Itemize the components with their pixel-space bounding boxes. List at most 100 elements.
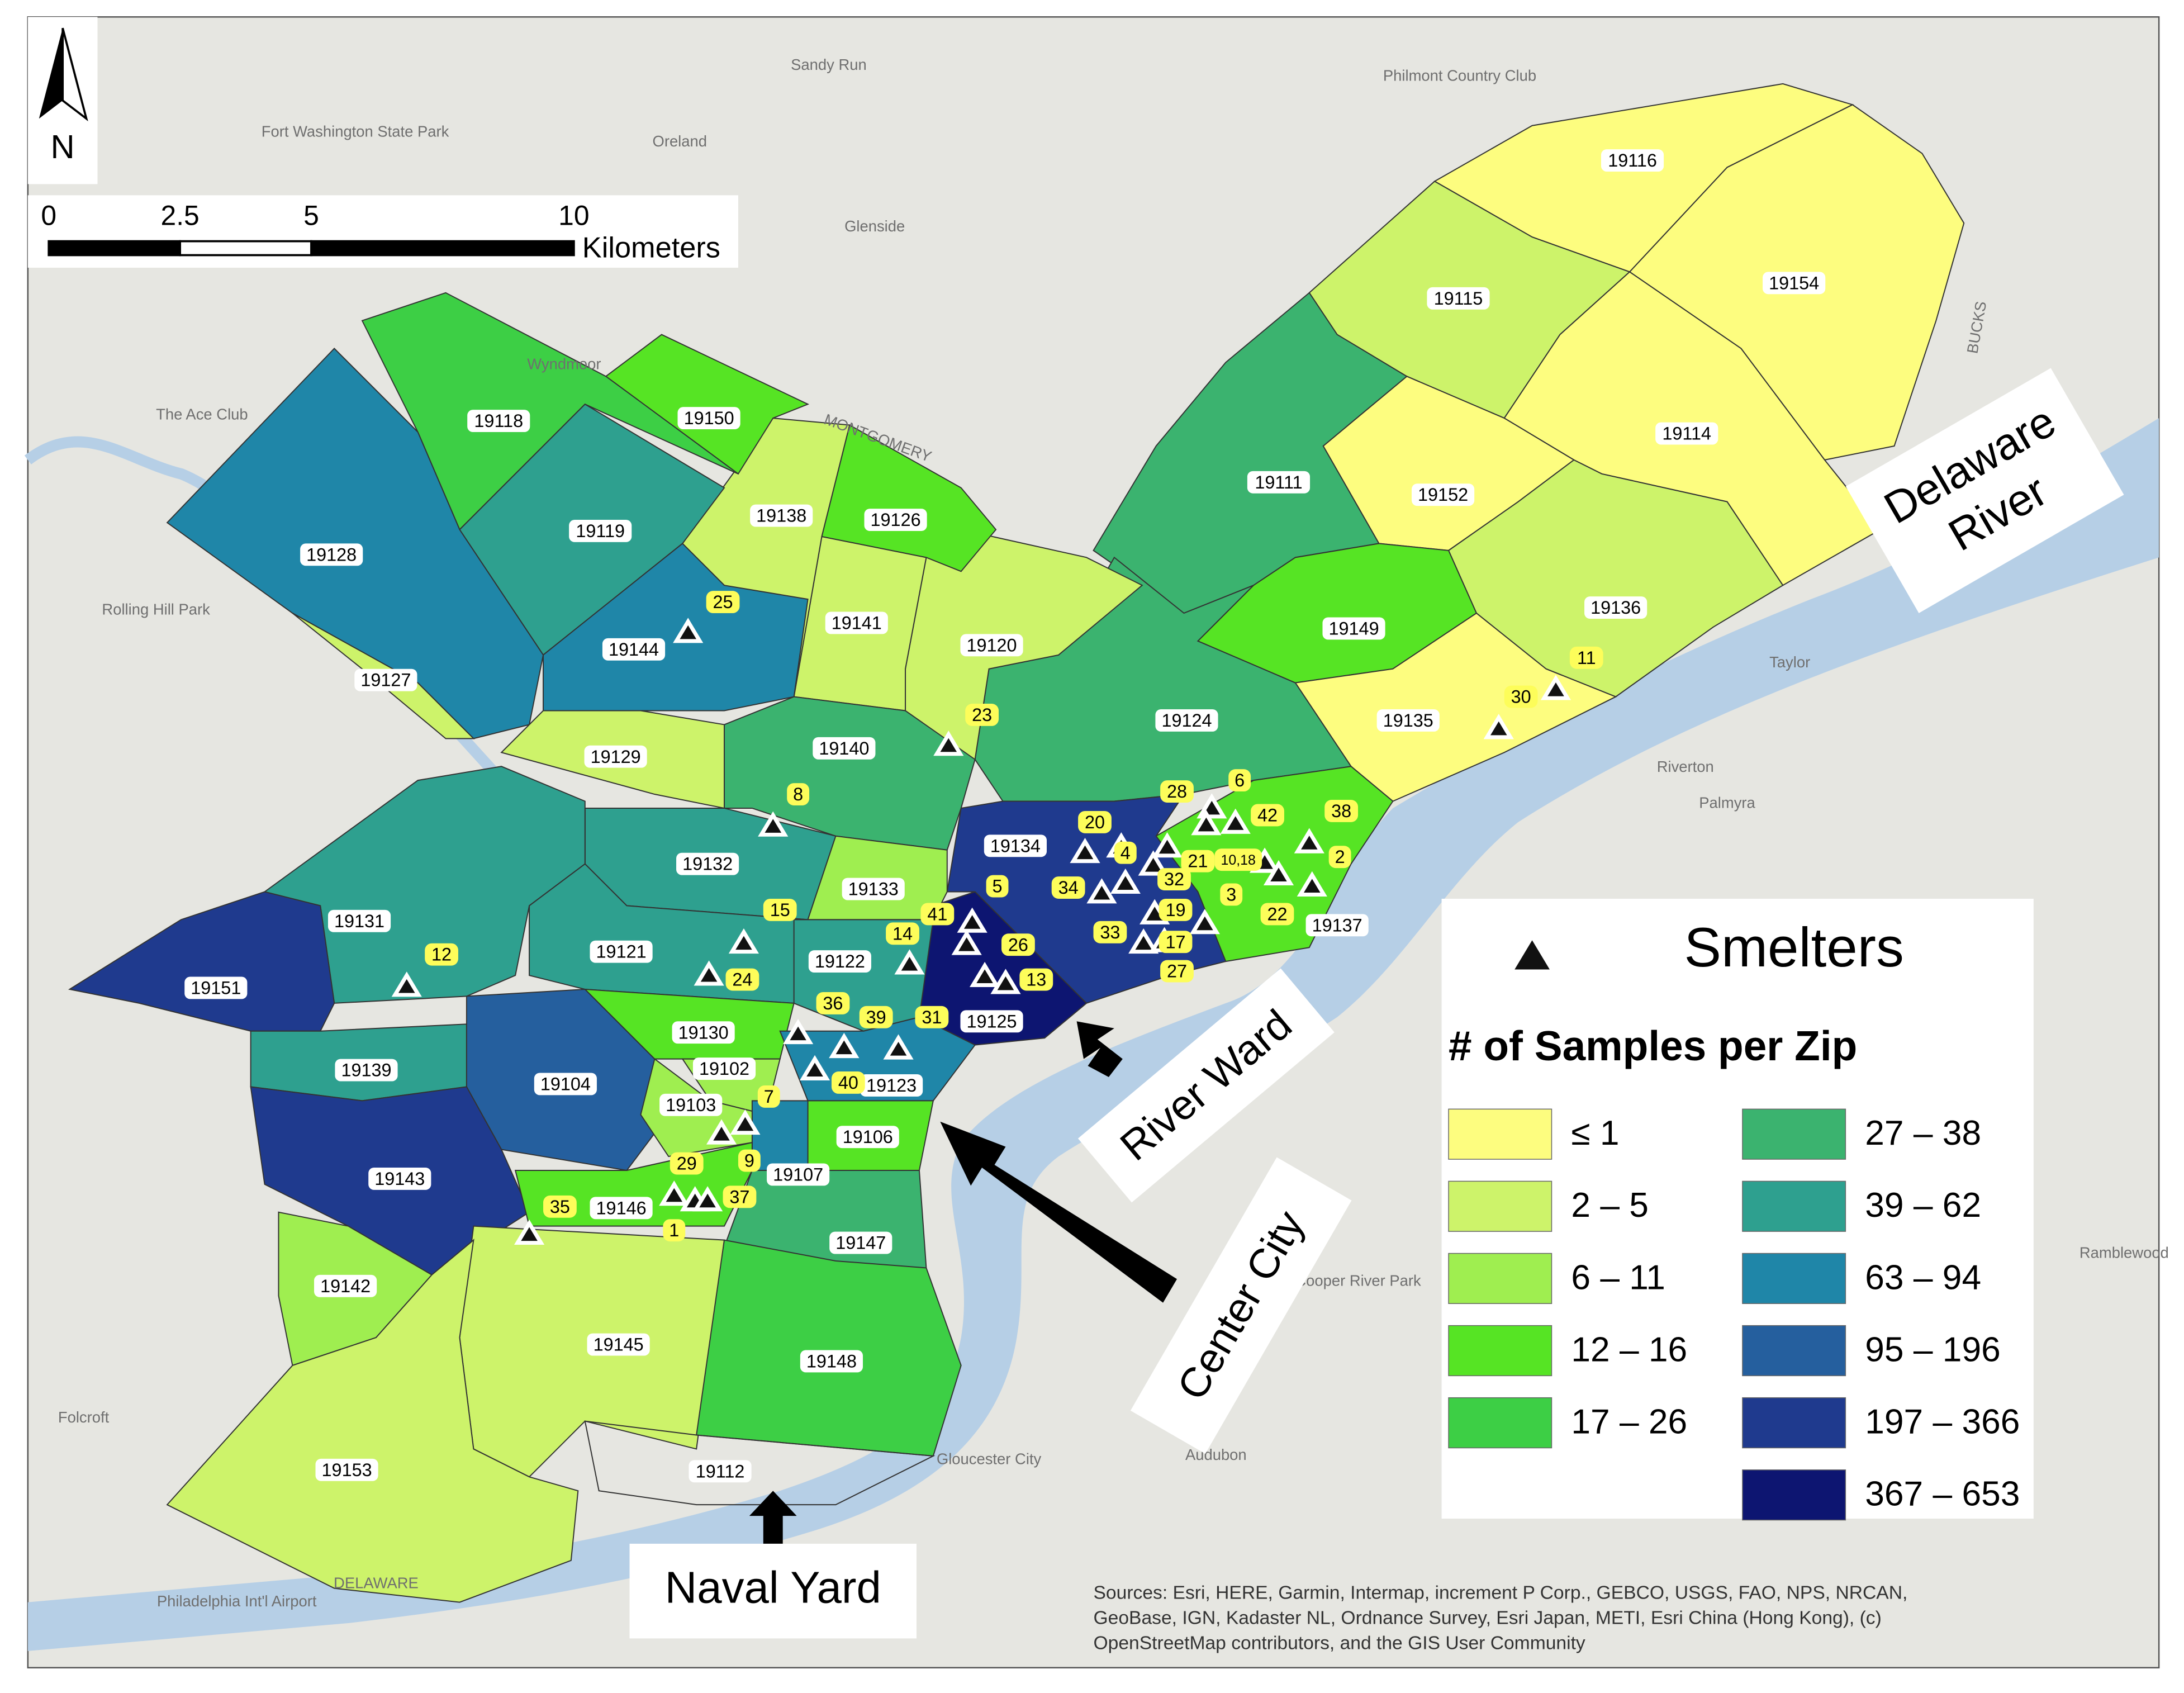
river <box>27 418 2159 1651</box>
smelter-label: 22 <box>1267 904 1287 924</box>
zip-layer: 1911619154191151911419152191361911119149… <box>68 83 1965 1603</box>
zip-label: 19150 <box>684 408 734 428</box>
basemap-label: Glenside <box>844 217 905 235</box>
smelter-label-box <box>1159 898 1193 921</box>
smelter-label: 6 <box>1235 770 1245 790</box>
annotation-text: Naval Yard <box>665 1563 881 1613</box>
zip-label: 19129 <box>591 747 641 767</box>
zip-label-box <box>825 611 888 634</box>
smelter-label: 39 <box>866 1007 886 1027</box>
scale-tick-label: 5 <box>303 200 319 231</box>
smelter-icon <box>894 949 925 975</box>
legend-label: 197 – 366 <box>1865 1403 2020 1441</box>
basemap-label: Gloucester City <box>937 1450 1042 1468</box>
zip-label: 19126 <box>871 510 921 530</box>
basemap-label: Palmyra <box>1699 794 1755 812</box>
smelter-icon <box>758 811 789 837</box>
zip-label-box <box>1247 471 1311 494</box>
sources-box <box>1086 1577 2104 1658</box>
zip-label: 19118 <box>474 411 523 431</box>
legend-label: 367 – 653 <box>1865 1475 2020 1514</box>
zip-label: 19106 <box>843 1127 893 1147</box>
zip-area <box>724 696 976 851</box>
smelter-label: 24 <box>732 970 752 990</box>
zip-label: 19141 <box>832 613 882 633</box>
legend-swatch <box>1742 1325 1846 1377</box>
smelter-label: 38 <box>1331 801 1351 821</box>
smelter-icon <box>1294 828 1324 853</box>
smelter-label-box <box>1181 850 1215 872</box>
smelter-icon <box>728 928 759 954</box>
zip-label-box <box>1763 272 1826 295</box>
scale-unit: Kilometers <box>582 231 720 264</box>
smelter-label: 9 <box>744 1151 754 1171</box>
smelter-label-box <box>670 1152 704 1175</box>
smelter-label: 40 <box>838 1073 858 1093</box>
north-arrow <box>61 27 88 122</box>
zip-label-box <box>808 950 871 973</box>
zip-label-box <box>602 638 666 661</box>
smelter-label: 19 <box>1166 900 1186 920</box>
smelter-icon <box>1191 810 1222 836</box>
zip-label: 19132 <box>682 854 733 874</box>
smelter-label-box <box>663 1219 686 1242</box>
zip-label-box <box>960 634 1023 657</box>
smelter-icon <box>1297 871 1327 897</box>
basemap-label: Fort Washington State Park <box>262 122 449 140</box>
zip-label-box <box>1411 483 1475 506</box>
legend-label: 27 – 38 <box>1865 1114 1981 1153</box>
basemap-label: Philadelphia Int'l Airport <box>157 1592 317 1610</box>
smelter-label-box <box>1160 960 1194 983</box>
smelter-label-box <box>915 1006 949 1028</box>
zip-label: 19116 <box>1608 150 1657 170</box>
legend-swatch <box>1742 1108 1846 1160</box>
basemap-label: Rolling Hill Park <box>102 600 210 618</box>
legend-label: ≤ 1 <box>1571 1114 1619 1153</box>
basemap-label: Sandy Run <box>791 56 867 73</box>
smelter-icon <box>1499 924 1565 978</box>
sources-text: GeoBase, IGN, Kadaster NL, Ordnance Surv… <box>1093 1607 1881 1628</box>
zip-area <box>821 424 997 572</box>
basemap-label: Audubon <box>1185 1446 1247 1463</box>
zip-label-box <box>659 1093 723 1116</box>
smelter-label: 2 <box>1335 847 1345 867</box>
basemap-label: Cooper River Park <box>1295 1272 1421 1289</box>
zip-label: 19114 <box>1662 424 1711 444</box>
zip-label: 19112 <box>696 1461 745 1481</box>
annotation-box <box>629 1543 917 1639</box>
zip-label: 19125 <box>967 1011 1017 1031</box>
zip-label-box <box>800 1350 863 1373</box>
zip-label-box <box>335 1059 398 1082</box>
smelter-label-box <box>763 898 797 921</box>
zip-label-box <box>836 1126 899 1149</box>
zip-label-box <box>1155 709 1218 732</box>
smelter-label-box <box>1569 646 1603 669</box>
smelter-label: 41 <box>927 904 947 924</box>
zip-label: 19146 <box>596 1198 647 1218</box>
smelter-icon <box>1483 714 1514 739</box>
legend-label: 12 – 16 <box>1571 1330 1687 1369</box>
smelter-label-box <box>787 783 810 805</box>
zip-label-box <box>1601 149 1664 172</box>
smelter-icon <box>933 731 964 756</box>
smelter-label: 15 <box>770 900 790 920</box>
smelter-label-box <box>1019 968 1053 991</box>
zip-label-box <box>829 1231 892 1254</box>
zip-label-box <box>860 1074 923 1097</box>
zip-label: 19120 <box>967 635 1017 655</box>
smelter-label-box <box>1114 841 1137 864</box>
legend-label: 95 – 196 <box>1865 1330 2001 1369</box>
smelter-label-box <box>920 903 955 926</box>
zip-label-box <box>315 1458 378 1481</box>
zip-label: 19137 <box>1312 915 1362 935</box>
zip-label-box <box>672 1021 735 1044</box>
smelter-icon <box>694 960 724 986</box>
zip-label-box <box>300 543 363 566</box>
smelter-label: 13 <box>1026 970 1046 990</box>
zip-label-box <box>1655 422 1718 445</box>
zip-label-box <box>184 976 248 999</box>
zip-label: 19142 <box>320 1276 371 1296</box>
smelter-icon <box>514 1219 545 1245</box>
